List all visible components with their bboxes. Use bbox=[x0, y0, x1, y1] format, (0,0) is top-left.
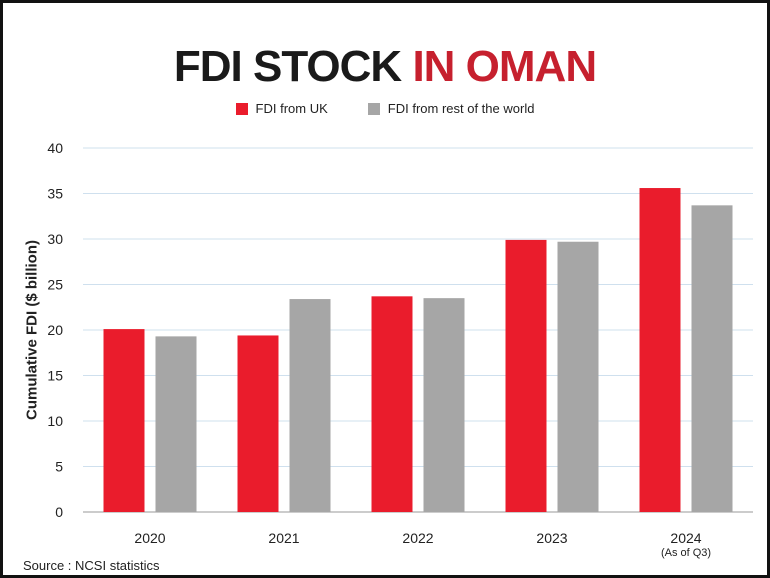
y-tick-label: 30 bbox=[47, 231, 63, 247]
x-tick-label: 2022 bbox=[402, 530, 433, 546]
legend-label-rest-of-world: FDI from rest of the world bbox=[387, 101, 535, 116]
legend: FDI from UK FDI from rest of the world bbox=[3, 101, 767, 116]
y-tick-label: 5 bbox=[55, 459, 63, 475]
legend-swatch-uk bbox=[235, 102, 248, 115]
y-tick-label: 20 bbox=[47, 322, 63, 338]
bar-uk-2020 bbox=[103, 329, 145, 512]
bar-uk-2024 bbox=[639, 188, 681, 513]
y-tick-label: 10 bbox=[47, 413, 63, 429]
title-part-2: IN OMAN bbox=[412, 42, 597, 91]
source-note: Source : NCSI statistics bbox=[23, 558, 160, 573]
legend-swatch-rest-of-world bbox=[367, 102, 380, 115]
x-tick-label: 2021 bbox=[268, 530, 299, 546]
legend-item-uk: FDI from UK bbox=[235, 101, 328, 116]
y-tick-label: 40 bbox=[47, 140, 63, 156]
bar-uk-2022 bbox=[371, 296, 413, 512]
y-tick-label: 25 bbox=[47, 277, 63, 293]
bar-uk-2023 bbox=[505, 239, 547, 512]
plot-area: 0 5 10 15 20 25 30 35 40 2020 2021 2022 2023 2024(As … bbox=[47, 140, 753, 559]
y-tick-label: 15 bbox=[47, 368, 63, 384]
chart-title: FDI STOCK IN OMAN bbox=[3, 41, 767, 93]
x-tick-label: 2023 bbox=[536, 530, 567, 546]
bar-rest-of-world-2023 bbox=[557, 241, 599, 513]
bar-rest-of-world-2021 bbox=[289, 299, 331, 512]
x-tick-sublabel: (As of Q3) bbox=[661, 547, 711, 559]
y-tick-label: 0 bbox=[55, 504, 63, 520]
x-tick-label: 2024 bbox=[670, 530, 701, 546]
x-tick-label: 2020 bbox=[134, 530, 165, 546]
y-tick-label: 35 bbox=[47, 186, 63, 202]
bar-rest-of-world-2022 bbox=[423, 298, 465, 512]
legend-item-rest-of-world: FDI from rest of the world bbox=[367, 101, 535, 116]
bar-uk-2021 bbox=[237, 335, 279, 512]
title-part-1: FDI STOCK bbox=[173, 42, 402, 91]
bar-rest-of-world-2024 bbox=[691, 205, 733, 512]
bar-rest-of-world-2020 bbox=[155, 336, 197, 512]
legend-label-uk: FDI from UK bbox=[255, 101, 328, 116]
